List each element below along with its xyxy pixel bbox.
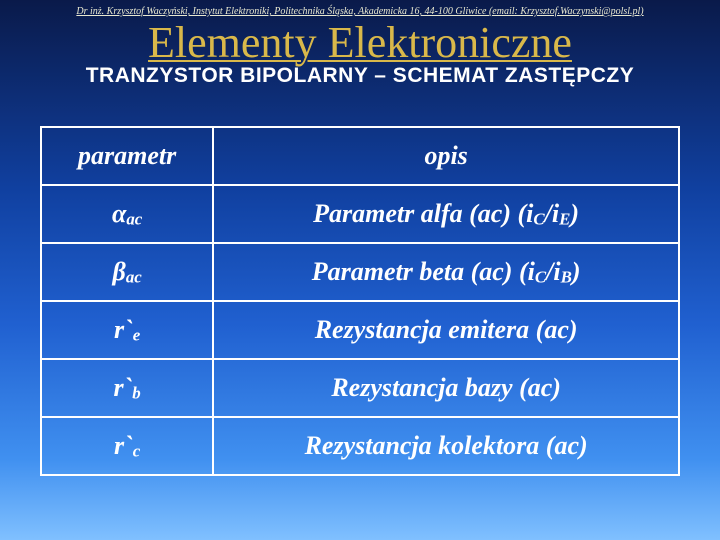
page-title: Elementy Elektroniczne <box>0 17 720 68</box>
cell-desc: Rezystancja bazy (ac) <box>213 359 679 417</box>
table-row: r`e Rezystancja emitera (ac) <box>41 301 679 359</box>
cell-desc: Rezystancja kolektora (ac) <box>213 417 679 475</box>
cell-desc: Rezystancja emitera (ac) <box>213 301 679 359</box>
params-table-wrap: parametr opis αac Parametr alfa (ac) (iC… <box>40 126 680 476</box>
params-table: parametr opis αac Parametr alfa (ac) (iC… <box>40 126 680 476</box>
cell-param: αac <box>41 185 213 243</box>
cell-param: r`b <box>41 359 213 417</box>
cell-param: βac <box>41 243 213 301</box>
table-row: r`b Rezystancja bazy (ac) <box>41 359 679 417</box>
header-param: parametr <box>41 127 213 185</box>
cell-param: r`e <box>41 301 213 359</box>
table-row: r`c Rezystancja kolektora (ac) <box>41 417 679 475</box>
cell-desc: Parametr beta (ac) (iC/iB) <box>213 243 679 301</box>
cell-desc: Parametr alfa (ac) (iC/iE) <box>213 185 679 243</box>
table-row: βac Parametr beta (ac) (iC/iB) <box>41 243 679 301</box>
page-subtitle: TRANZYSTOR BIPOLARNY – SCHEMAT ZASTĘPCZY <box>0 64 720 88</box>
table-header-row: parametr opis <box>41 127 679 185</box>
header-desc: opis <box>213 127 679 185</box>
cell-param: r`c <box>41 417 213 475</box>
table-row: αac Parametr alfa (ac) (iC/iE) <box>41 185 679 243</box>
